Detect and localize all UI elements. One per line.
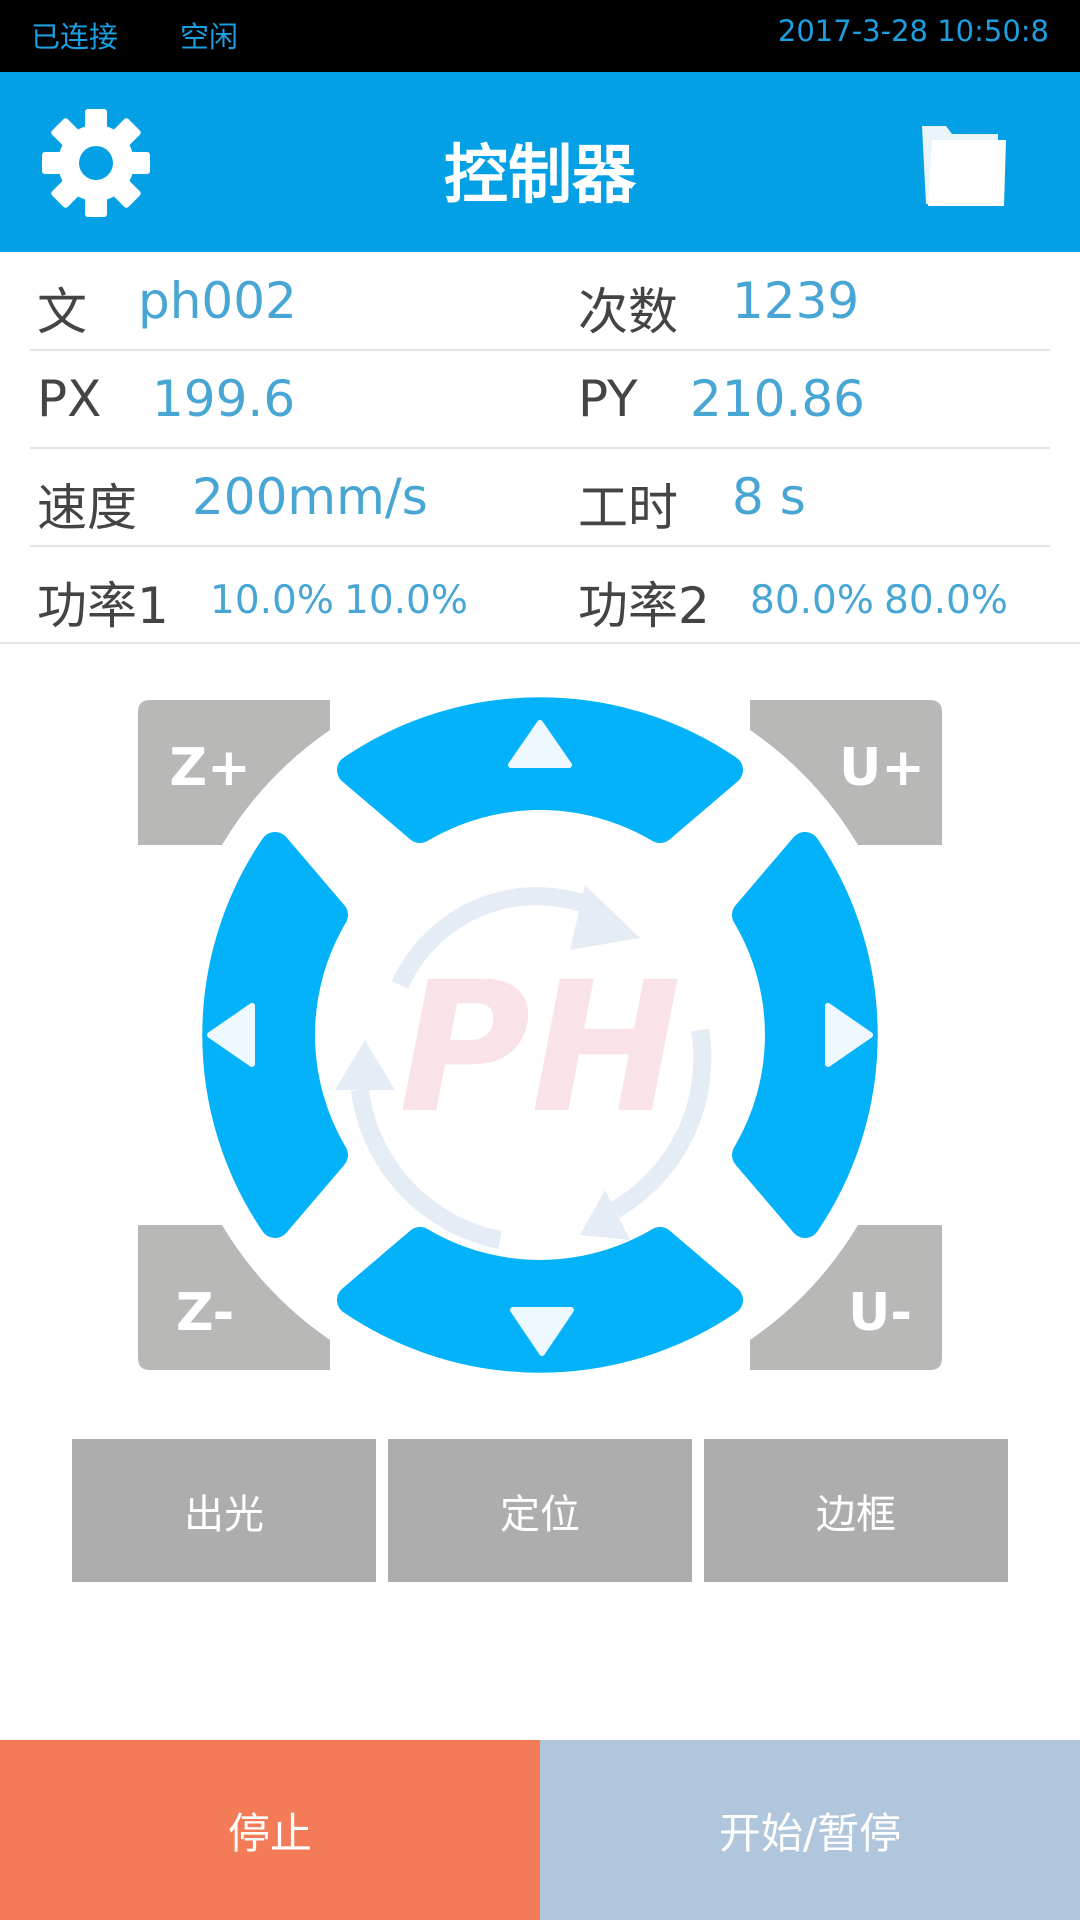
frame-button[interactable]: 边框 [704,1439,1008,1582]
power1-label: 功率1 [37,577,169,635]
file-value: ph002 [138,272,297,330]
power2-label: 功率2 [578,577,710,635]
folder-icon[interactable] [918,116,1010,212]
power1-min: 10.0% [210,578,334,623]
px-value: 199.6 [152,370,296,428]
py-label: PY [578,370,638,428]
arrow-right-icon [825,1003,873,1067]
status-bar: 已连接 空闲 2017-3-28 10:50:8 [0,0,1080,72]
divider [30,349,1050,351]
arrow-down-icon [510,1307,574,1356]
header: 控制器 [0,72,1080,252]
datetime: 2017-3-28 10:50:8 [777,14,1049,48]
stop-button[interactable]: 停止 [0,1740,540,1920]
power2-min: 80.0% [750,578,874,623]
divider [30,545,1050,547]
u-plus-button[interactable]: U+ [750,700,942,845]
move-left-button[interactable] [202,832,348,1238]
speed-value: 200mm/s [192,468,428,526]
start-pause-button[interactable]: 开始/暂停 [540,1740,1080,1920]
power1-max: 10.0% [344,578,468,623]
page-title: 控制器 [444,139,636,213]
logo-watermark: PH [335,885,712,1249]
z-plus-label: Z+ [169,738,250,798]
logo-text: PH [399,944,682,1153]
divider [0,642,1080,644]
divider [30,447,1050,449]
u-minus-button[interactable]: U- [750,1225,942,1370]
machine-state: 空闲 [180,20,239,54]
arrow-left-icon [207,1003,255,1067]
move-right-button[interactable] [732,832,878,1238]
py-value: 210.86 [690,370,865,428]
px-label: PX [37,370,102,428]
speed-label: 速度 [37,479,137,537]
move-up-button[interactable] [337,697,743,843]
move-down-button[interactable] [337,1227,743,1373]
gear-icon[interactable] [40,107,152,219]
u-minus-label: U- [848,1283,912,1343]
connection-status: 已连接 [31,20,119,54]
count-label: 次数 [578,283,678,341]
fire-button[interactable]: 出光 [72,1439,376,1582]
power2-max: 80.0% [884,578,1008,623]
z-minus-label: Z- [176,1283,234,1343]
arrow-up-icon [508,720,572,768]
locate-button[interactable]: 定位 [388,1439,692,1582]
z-minus-button[interactable]: Z- [138,1225,330,1370]
u-plus-label: U+ [839,738,925,798]
worktime-label: 工时 [578,479,678,537]
worktime-value: 8 s [732,468,806,526]
z-plus-button[interactable]: Z+ [138,700,330,845]
file-label: 文 [37,283,87,341]
count-value: 1239 [732,272,860,330]
